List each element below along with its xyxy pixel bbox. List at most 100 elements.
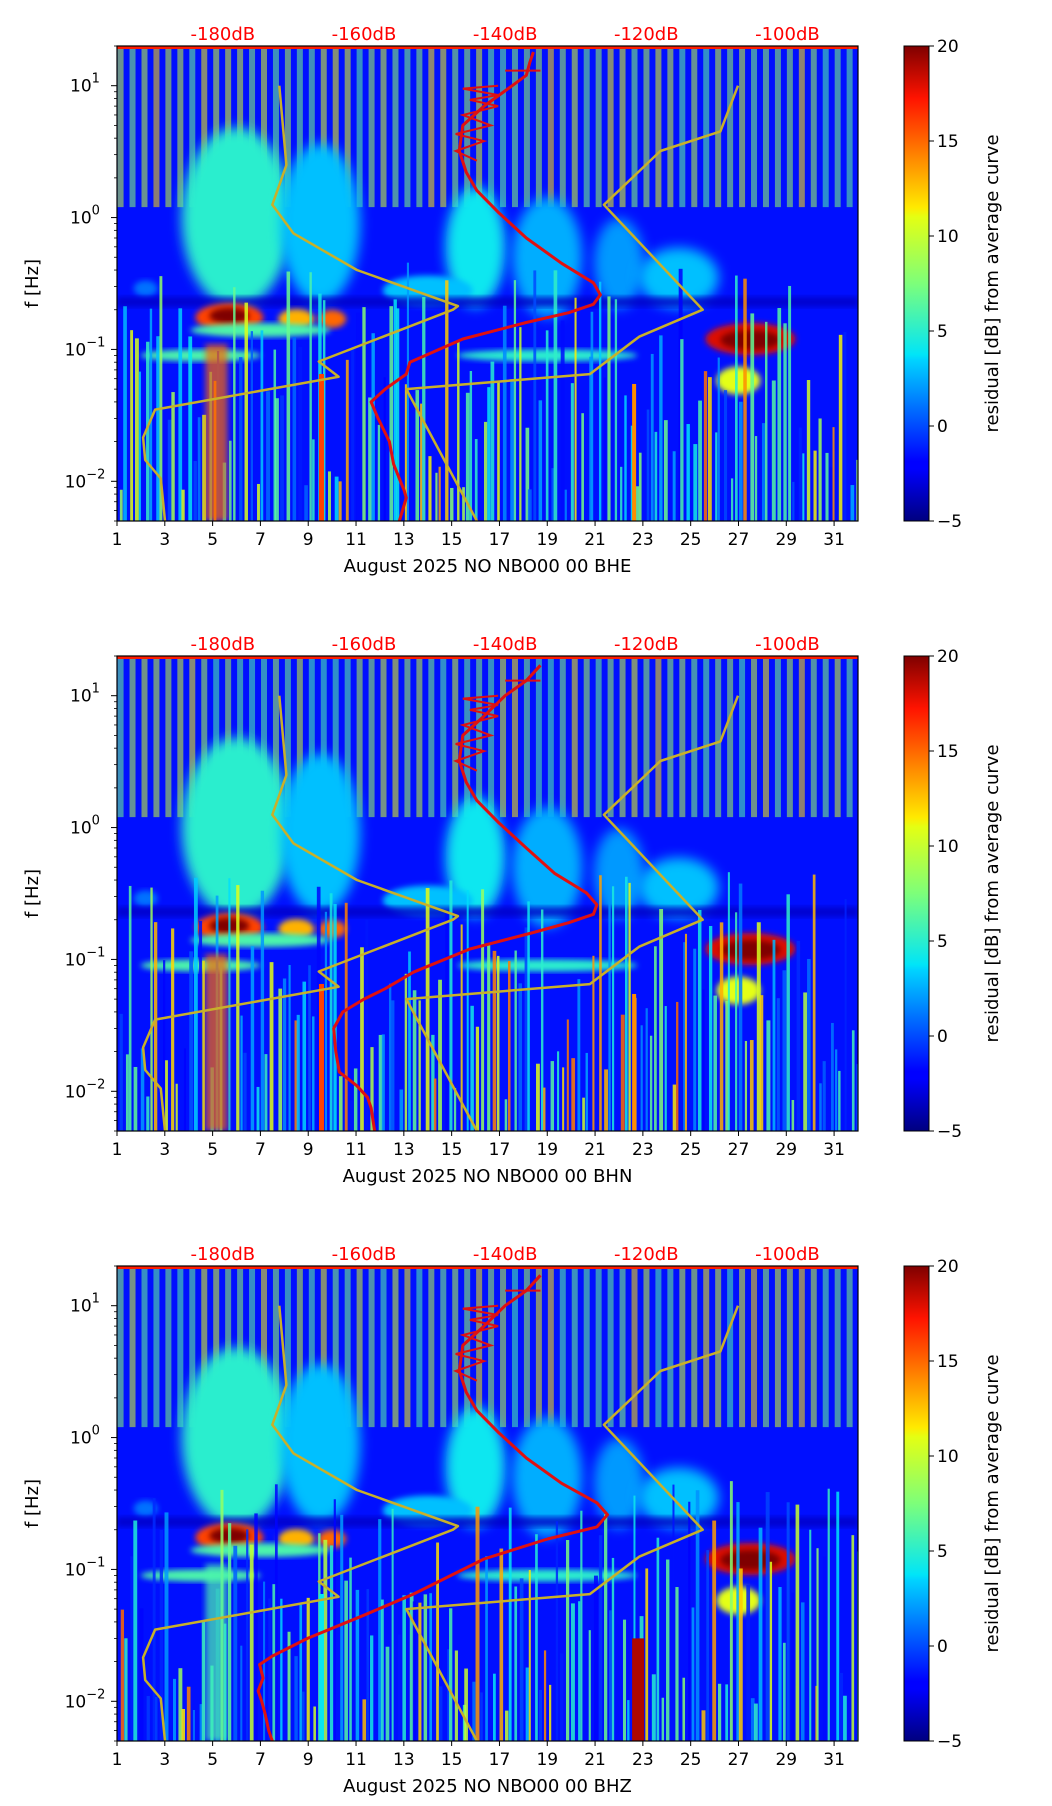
heatmap-spike <box>577 979 581 1131</box>
heatmap-spike <box>457 340 460 521</box>
spectrogram-heatmap <box>117 1266 858 1741</box>
heatmap-stripe <box>284 1266 291 1428</box>
heatmap-blob <box>445 186 506 307</box>
heatmap-spike <box>750 313 755 521</box>
heatmap-spike <box>507 960 511 1131</box>
heatmap-spike <box>309 272 312 521</box>
x-tick-label: 7 <box>255 1140 266 1160</box>
heatmap-stripe <box>464 46 471 208</box>
heatmap-stripe <box>810 1266 817 1428</box>
colorbar-tick-label: 0 <box>937 417 948 437</box>
heatmap-stripe <box>332 46 339 208</box>
heatmap-stripe <box>488 656 495 818</box>
heatmap-spike <box>545 330 549 521</box>
heatmap-spike <box>604 1514 608 1741</box>
heatmap-spike <box>378 1034 383 1131</box>
heatmap-stripe <box>356 1266 363 1428</box>
heatmap-spike <box>475 1026 480 1131</box>
heatmap-spike <box>802 453 805 521</box>
heatmap-spike <box>609 1610 612 1741</box>
heatmap-stripe <box>786 656 793 818</box>
heatmap-stripe <box>296 46 303 208</box>
db-scale-label: -140dB <box>473 634 538 655</box>
heatmap-spike <box>533 270 537 521</box>
y-axis-label: f [Hz] <box>22 259 43 308</box>
heatmap-spike <box>535 1534 538 1741</box>
heatmap-spike <box>761 423 766 521</box>
heatmap-spike <box>246 1529 249 1741</box>
heatmap-blob <box>716 366 761 395</box>
heatmap-spike <box>480 1692 483 1741</box>
y-tick-base: 10 <box>70 77 92 97</box>
heatmap-spike <box>429 1593 432 1741</box>
heatmap-spike <box>604 1069 609 1131</box>
heatmap-spike <box>356 312 361 521</box>
heatmap-stripe <box>141 656 148 818</box>
heatmap-stripe <box>129 656 136 818</box>
heatmap-stripe <box>619 1266 626 1428</box>
heatmap-spike <box>599 875 602 1131</box>
x-tick-label: 7 <box>255 1750 266 1770</box>
heatmap-spike <box>133 1520 138 1741</box>
colorbar-label: residual [dB] from average curve <box>982 744 1003 1042</box>
db-scale-label: -120dB <box>614 24 679 45</box>
db-scale-label: -180dB <box>191 634 256 655</box>
heatmap-spike <box>697 909 702 1131</box>
heatmap-stripe <box>153 656 160 818</box>
x-tick-label: 3 <box>159 530 170 550</box>
heatmap-spike <box>536 1063 540 1131</box>
heatmap-spike <box>344 902 348 1131</box>
colorbar-tick-label: 20 <box>937 1257 959 1277</box>
heatmap-spike <box>449 1608 453 1741</box>
heatmap-stripe <box>129 1266 136 1428</box>
heatmap-stripe <box>165 46 172 208</box>
heatmap-stripe <box>571 656 578 818</box>
heatmap-stripe <box>117 656 124 818</box>
y-tick-base: 10 <box>65 472 87 492</box>
heatmap-spike <box>296 1014 300 1131</box>
y-tick-exponent: 1 <box>92 72 100 87</box>
heatmap-spike <box>389 306 393 521</box>
x-tick-label: 5 <box>207 1140 218 1160</box>
heatmap-spike <box>524 927 528 1131</box>
heatmap-spike <box>492 1673 496 1741</box>
heatmap-blob <box>190 1543 331 1558</box>
heatmap-stripe <box>416 1266 423 1428</box>
heatmap-spike <box>570 1603 575 1741</box>
heatmap-spike <box>624 876 628 1131</box>
heatmap-spike <box>661 1697 665 1741</box>
heatmap-stripe <box>237 656 244 818</box>
heatmap-spike <box>822 1061 826 1131</box>
x-tick-label: 23 <box>632 1750 654 1770</box>
heatmap-spike <box>654 431 658 521</box>
axes-frame <box>116 655 859 1132</box>
heatmap-blob <box>181 737 292 918</box>
heatmap-stripe <box>141 1266 148 1428</box>
heatmap-stripe <box>739 1266 746 1428</box>
heatmap-spike <box>422 297 426 521</box>
heatmap-spike <box>140 1048 145 1131</box>
heatmap-spike <box>856 459 858 521</box>
colorbar-tick-label: 10 <box>937 837 959 857</box>
y-tick-label: 10−1 <box>65 945 106 970</box>
heatmap-spike <box>306 1597 310 1741</box>
heatmap-spike <box>664 1006 667 1131</box>
heatmap-spike <box>850 485 855 521</box>
heatmap-blob <box>209 307 250 324</box>
heatmap-stripe <box>810 656 817 818</box>
heatmap-stripe <box>679 1266 686 1428</box>
heatmap-spike <box>385 1646 390 1741</box>
heatmap-stripe <box>523 1266 530 1428</box>
heatmap-stripe <box>392 656 399 818</box>
heatmap-stripe <box>703 1266 710 1428</box>
heatmap-stripe <box>476 46 483 208</box>
heatmap-spike <box>355 1589 360 1741</box>
x-tick-label: 25 <box>680 1750 702 1770</box>
x-tick-label: 31 <box>823 1750 845 1770</box>
heatmap-spike <box>175 1083 178 1131</box>
heatmap-stripe <box>547 1266 554 1428</box>
heatmap-spike <box>433 1078 437 1131</box>
heatmap-spike <box>611 886 615 1131</box>
x-tick-label: 15 <box>441 1140 463 1160</box>
